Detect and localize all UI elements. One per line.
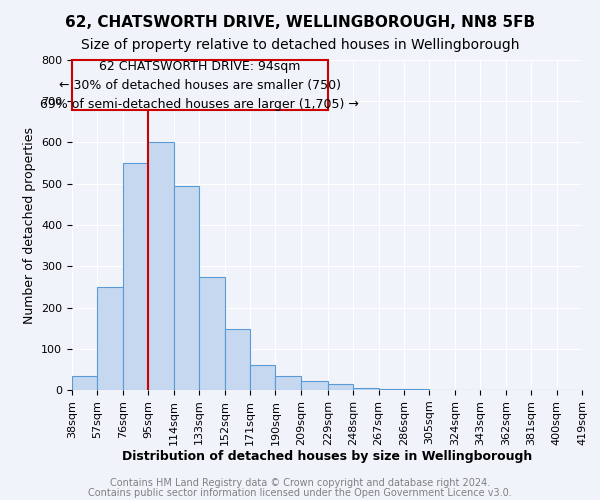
Bar bbox=[199, 276, 224, 390]
Bar bbox=[174, 186, 199, 390]
Text: Contains HM Land Registry data © Crown copyright and database right 2024.: Contains HM Land Registry data © Crown c… bbox=[110, 478, 490, 488]
Text: Contains public sector information licensed under the Open Government Licence v3: Contains public sector information licen… bbox=[88, 488, 512, 498]
FancyBboxPatch shape bbox=[72, 60, 328, 110]
Text: 62, CHATSWORTH DRIVE, WELLINGBOROUGH, NN8 5FB: 62, CHATSWORTH DRIVE, WELLINGBOROUGH, NN… bbox=[65, 15, 535, 30]
Bar bbox=[353, 388, 379, 390]
Bar bbox=[224, 329, 250, 390]
Bar bbox=[275, 376, 301, 390]
Bar bbox=[379, 389, 404, 390]
Bar bbox=[404, 389, 430, 390]
Text: 62 CHATSWORTH DRIVE: 94sqm
← 30% of detached houses are smaller (750)
69% of sem: 62 CHATSWORTH DRIVE: 94sqm ← 30% of deta… bbox=[40, 60, 359, 110]
Bar bbox=[123, 163, 148, 390]
Y-axis label: Number of detached properties: Number of detached properties bbox=[23, 126, 35, 324]
Bar bbox=[148, 142, 174, 390]
Text: Size of property relative to detached houses in Wellingborough: Size of property relative to detached ho… bbox=[81, 38, 519, 52]
Bar bbox=[328, 384, 353, 390]
Bar bbox=[250, 365, 275, 390]
Bar bbox=[97, 287, 123, 390]
Bar bbox=[301, 381, 328, 390]
X-axis label: Distribution of detached houses by size in Wellingborough: Distribution of detached houses by size … bbox=[122, 450, 532, 464]
Bar bbox=[72, 376, 97, 390]
